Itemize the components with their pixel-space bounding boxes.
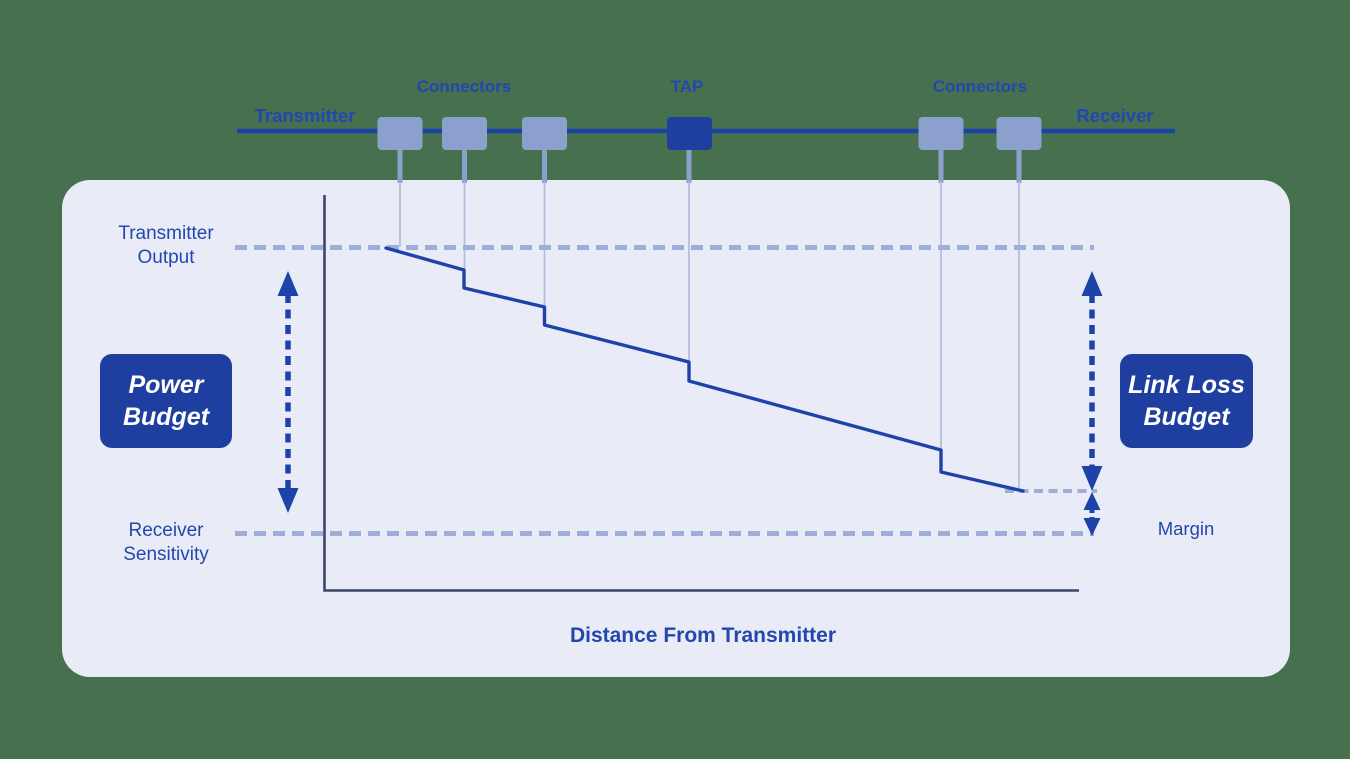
connector-box-icon — [918, 117, 964, 150]
arrow-down-icon — [1083, 518, 1101, 536]
connector-box-icon — [377, 117, 423, 150]
receiver-label: Receiver — [1076, 105, 1154, 126]
tap-label: TAP — [670, 77, 704, 96]
x-axis-title: Distance From Transmitter — [569, 624, 837, 647]
power-budget-arrow — [277, 271, 299, 513]
connector-box-icon — [996, 117, 1042, 150]
chart-panel — [62, 180, 1290, 677]
link-loss-budget-badge: Link Loss Budget — [1120, 354, 1253, 448]
connectors-right-label: Connectors — [932, 77, 1028, 96]
receiver-sensitivity-label: Receiver Sensitivity — [123, 520, 209, 565]
connector-boxes — [377, 117, 1042, 150]
arrow-down-icon — [277, 488, 299, 513]
tap-box-icon — [667, 117, 712, 150]
chart-axes — [323, 195, 1079, 592]
link-loss-budget-arrow — [1081, 271, 1103, 491]
transmitter-output-label: Transmitter Output — [118, 223, 214, 268]
connector-stems-inner — [399, 181, 1020, 488]
connector-box-icon — [522, 117, 567, 150]
arrow-up-icon — [1081, 271, 1103, 296]
arrow-up-icon — [1083, 492, 1101, 510]
arrow-down-icon — [1081, 466, 1103, 491]
transmitter-label: Transmitter — [254, 105, 356, 126]
signal-power-line — [384, 246, 1025, 493]
margin-arrow — [1083, 492, 1101, 536]
arrow-up-icon — [277, 271, 299, 296]
connectors-left-label: Connectors — [416, 77, 512, 96]
power-budget-badge: Power Budget — [100, 354, 232, 448]
connector-box-icon — [442, 117, 487, 150]
connector-stems-outer — [397, 149, 1022, 183]
margin-label: Margin — [1157, 518, 1215, 539]
